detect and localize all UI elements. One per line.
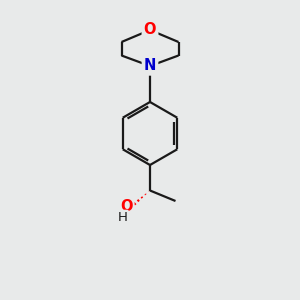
Text: O: O	[121, 199, 133, 214]
Text: N: N	[144, 58, 156, 74]
Text: H: H	[118, 211, 127, 224]
Text: O: O	[144, 22, 156, 38]
